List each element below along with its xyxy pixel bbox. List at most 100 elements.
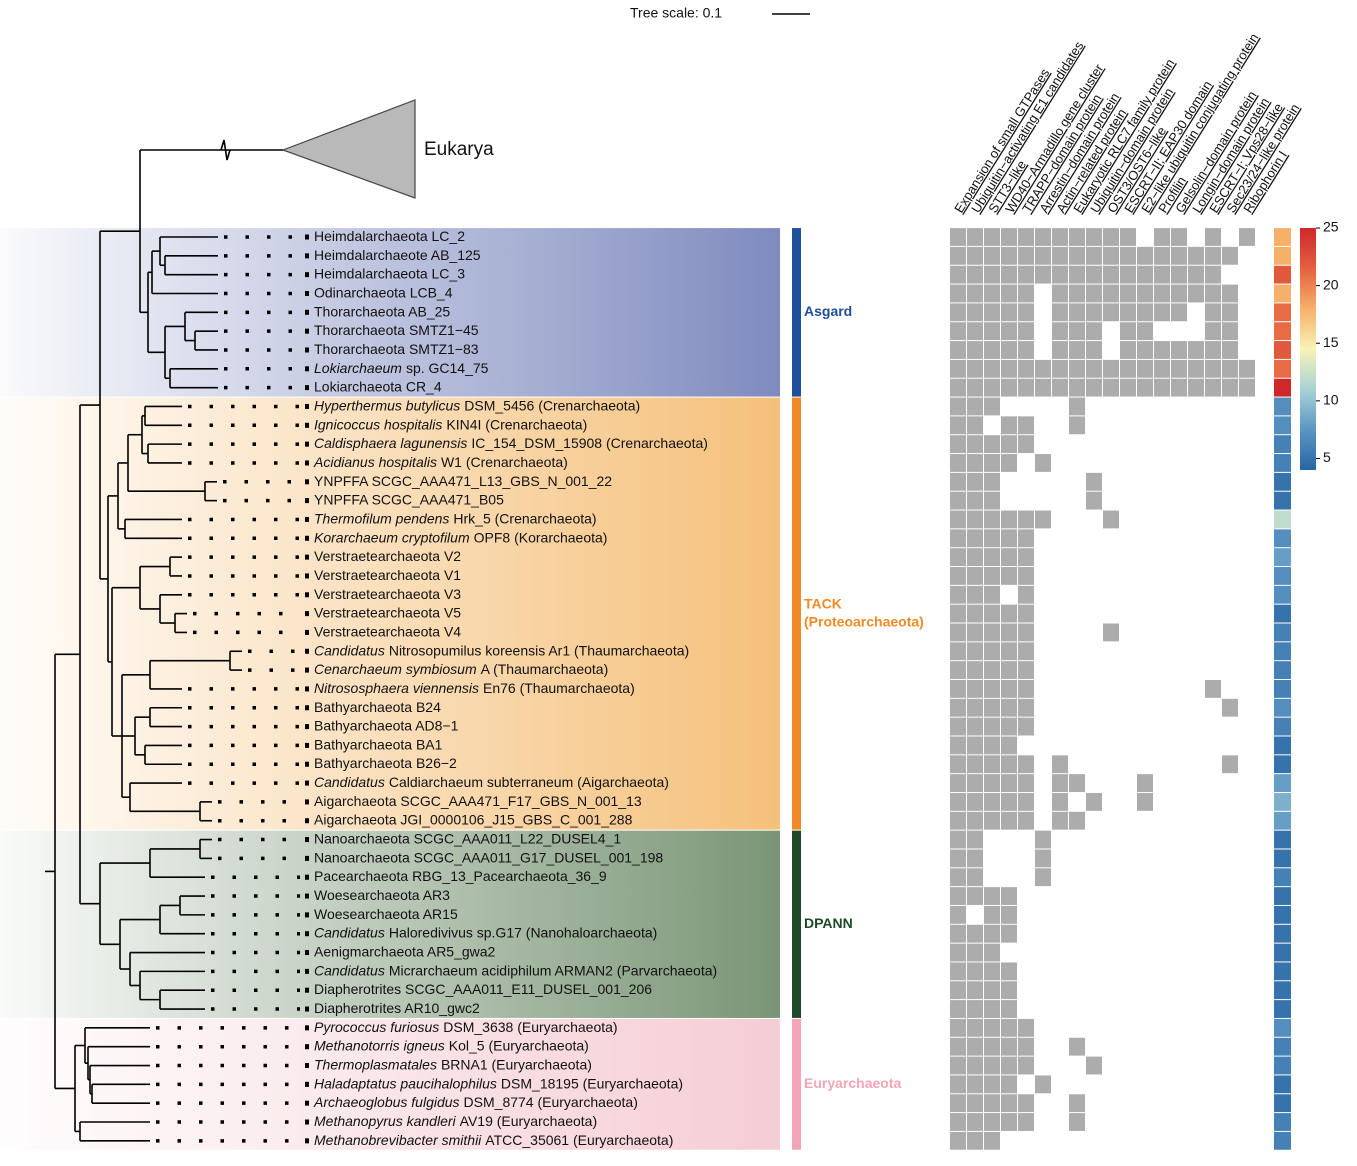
heatmap-cell — [967, 529, 983, 548]
heatmap-cell — [1222, 265, 1238, 284]
heatmap-cell — [1222, 887, 1238, 905]
heatmap-cell — [1137, 228, 1153, 246]
heatmap-cell — [1171, 322, 1187, 341]
score-cell — [1274, 303, 1291, 322]
taxon-italic: Methanopyrus kandleri — [314, 1113, 457, 1129]
heatmap-cell — [1137, 585, 1153, 604]
heatmap-cell — [984, 454, 1000, 472]
taxon-italic: Candidatus — [314, 924, 385, 940]
heatmap-cell — [1035, 943, 1051, 962]
heatmap-cell — [1188, 661, 1204, 680]
heatmap-cell — [1154, 905, 1170, 924]
heatmap-cell — [1171, 454, 1187, 472]
score-cell — [1274, 887, 1291, 905]
heatmap-cell — [1205, 472, 1221, 491]
heatmap-cell — [1103, 1018, 1119, 1037]
score-cell — [1274, 359, 1291, 378]
heatmap-cell — [1035, 322, 1051, 341]
heatmap-cell — [1069, 510, 1085, 529]
heatmap-cell — [1069, 924, 1085, 943]
leaf-marker — [305, 855, 309, 861]
taxon-label: Nanoarchaeota SCGC_AAA011_G17_DUSEL_001_… — [314, 849, 663, 865]
leaf-marker — [305, 648, 309, 654]
heatmap-cell — [1239, 623, 1255, 642]
heatmap-cell — [1137, 1131, 1153, 1150]
heatmap-cell — [1086, 717, 1102, 736]
heatmap-cell — [984, 567, 1000, 585]
heatmap-cell — [1171, 642, 1187, 661]
heatmap-cell — [1052, 905, 1068, 924]
heatmap-cell — [1222, 943, 1238, 962]
score-cell — [1274, 1131, 1291, 1150]
heatmap-cell — [1137, 1056, 1153, 1075]
taxon-label: Methanotorris igneus Kol_5 (Euryarchaeota… — [314, 1037, 589, 1053]
heatmap-cell — [1103, 1056, 1119, 1075]
heatmap-cell — [1137, 755, 1153, 774]
taxon-label: Bathyarchaeota B26−2 — [314, 755, 457, 771]
leaf-marker — [305, 611, 309, 617]
heatmap-cell — [1001, 792, 1017, 811]
heatmap-cell — [1120, 755, 1136, 774]
heatmap-cell — [1239, 604, 1255, 623]
heatmap-cell — [1205, 981, 1221, 1000]
heatmap-cell — [1052, 435, 1068, 454]
heatmap-cell — [1171, 962, 1187, 981]
heatmap-cell — [967, 604, 983, 623]
heatmap-cell — [967, 284, 983, 303]
heatmap-cell — [1103, 736, 1119, 755]
taxon-label: Nanoarchaeota SCGC_AAA011_L22_DUSEL4_1 — [314, 830, 621, 846]
heatmap-cell — [1188, 322, 1204, 341]
heatmap-cell — [1154, 680, 1170, 698]
score-cell — [1274, 981, 1291, 1000]
heatmap-cell — [1120, 1018, 1136, 1037]
heatmap-cell — [1018, 755, 1034, 774]
taxon-label: Diapherotrites SCGC_AAA011_E11_DUSEL_001… — [314, 981, 652, 997]
taxon-label: Verstraetearchaeota V1 — [314, 567, 461, 583]
heatmap-cell — [1171, 359, 1187, 378]
heatmap-cell — [1154, 924, 1170, 943]
heatmap-cell — [1052, 623, 1068, 642]
heatmap-cell — [1239, 1131, 1255, 1150]
taxon-label: Methanopyrus kandleri AV19 (Euryarchaeota… — [314, 1113, 597, 1129]
heatmap-cell — [1103, 322, 1119, 341]
leaf-marker — [305, 460, 309, 466]
taxon-name: Haloredivivus sp.G17 (Nanohaloarchaeota) — [389, 924, 657, 940]
heatmap-cell — [1103, 435, 1119, 454]
heatmap-cell — [1120, 529, 1136, 548]
heatmap-cell — [1239, 228, 1255, 246]
heatmap-cell — [1069, 416, 1085, 435]
heatmap-cell — [1086, 774, 1102, 792]
heatmap-cell — [1069, 491, 1085, 510]
heatmap-cell — [984, 981, 1000, 1000]
heatmap-cell — [1239, 661, 1255, 680]
leaf-marker — [305, 272, 309, 278]
heatmap-cell — [967, 1018, 983, 1037]
heatmap-cell — [1018, 962, 1034, 981]
heatmap-cell — [1137, 567, 1153, 585]
heatmap-cell — [1103, 378, 1119, 397]
heatmap-cell — [950, 868, 966, 887]
heatmap-cell — [1052, 830, 1068, 849]
heatmap-cell — [1001, 811, 1017, 830]
heatmap-cell — [1120, 548, 1136, 567]
heatmap-cell — [1171, 698, 1187, 717]
heatmap-cell — [1222, 1037, 1238, 1056]
heatmap-cell — [1086, 1075, 1102, 1094]
heatmap-cell — [1001, 774, 1017, 792]
heatmap-cell — [1137, 792, 1153, 811]
heatmap-cell — [967, 341, 983, 359]
heatmap-cell — [1188, 962, 1204, 981]
taxon-name: Lokiarchaeota CR_4 — [314, 378, 442, 394]
heatmap-cell — [1120, 642, 1136, 661]
heatmap-cell — [1120, 792, 1136, 811]
heatmap-cell — [1018, 416, 1034, 435]
heatmap-cell — [984, 1018, 1000, 1037]
heatmap-cell — [967, 774, 983, 792]
heatmap-cell — [1222, 322, 1238, 341]
heatmap-cell — [967, 378, 983, 397]
heatmap-cell — [967, 1000, 983, 1018]
heatmap-cell — [1018, 284, 1034, 303]
heatmap-cell — [967, 265, 983, 284]
heatmap-cell — [1171, 529, 1187, 548]
heatmap-cell — [984, 792, 1000, 811]
